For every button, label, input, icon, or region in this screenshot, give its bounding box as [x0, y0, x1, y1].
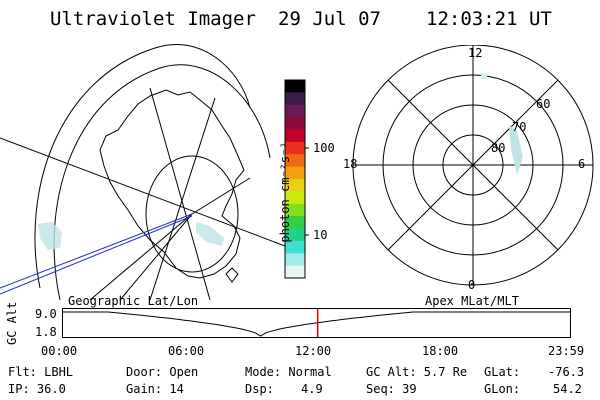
- polar-emission-patch: [509, 125, 523, 175]
- geographic-panel-label: Geographic Lat/Lon: [68, 294, 199, 308]
- glon-label: GLon:: [484, 382, 521, 396]
- app-title: Ultraviolet Imager: [50, 8, 256, 30]
- seq-info: Seq: 39: [366, 382, 417, 396]
- terminator-line: [0, 213, 193, 289]
- timeline-xtick-3: 18:00: [422, 344, 459, 358]
- filter-info: Flt: LBHL: [8, 365, 74, 379]
- timeline-ytick-top: 9.0: [35, 307, 57, 321]
- colorbar-swatch: [285, 141, 305, 155]
- colorbar-frame: [284, 79, 306, 279]
- colorbar-swatch: [285, 80, 305, 93]
- colorbar-swatch: [285, 216, 305, 229]
- door-info: Door: Open: [126, 365, 199, 379]
- emission-patch-east: [196, 222, 224, 246]
- colorbar-swatch: [285, 117, 305, 130]
- altitude-timeline: [62, 308, 571, 338]
- meridian-6: [89, 213, 193, 300]
- gain-info: Gain: 14: [126, 382, 184, 396]
- colorbar-swatch: [285, 104, 305, 118]
- meridian-5: [119, 213, 193, 300]
- colorbar-swatch: [285, 240, 305, 254]
- glat-value: -76.3: [548, 365, 585, 379]
- gc-alt-info: GC Alt: 5.7 Re: [366, 365, 468, 379]
- lat-label-70: 70: [512, 120, 527, 134]
- polar-plot: [352, 45, 594, 286]
- terminator-line-2: [0, 215, 193, 295]
- polar-emission-patch-top: [481, 73, 487, 79]
- glon-value: 54.2: [553, 382, 582, 396]
- mlt-label-right: 6: [578, 157, 586, 171]
- dsp-label: Dsp:: [245, 382, 274, 396]
- lat-label-60: 60: [536, 97, 551, 111]
- timeline-xtick-0: 00:00: [41, 344, 78, 358]
- glat-label: GLat:: [484, 365, 521, 379]
- colorbar-swatch: [285, 166, 305, 180]
- date-label: 29 Jul 07: [278, 8, 381, 30]
- time-label: 12:03:21 UT: [426, 8, 552, 30]
- coastline: [99, 89, 245, 279]
- island: [225, 267, 239, 283]
- polar-diagonal-2: [387, 79, 559, 251]
- geographic-map: [0, 43, 285, 300]
- mlt-label-top: 12: [468, 46, 483, 60]
- colorbar-tick-label-10: 10: [313, 228, 328, 242]
- meridian-2: [191, 177, 251, 215]
- emission-patch-west: [38, 222, 62, 250]
- colorbar-tick-label-100: 100: [313, 141, 335, 155]
- altitude-curve: [62, 311, 571, 337]
- timeline-frame: [62, 308, 571, 338]
- colorbar-swatch: [285, 129, 305, 143]
- lat-label-80: 80: [491, 141, 506, 155]
- timeline-axis-label: GC Alt: [5, 301, 19, 345]
- colorbar-swatch: [285, 92, 305, 106]
- colorbar-unit-label: photon cm⁻²s⁻¹: [278, 141, 292, 243]
- dsp-value: 4.9: [301, 382, 323, 396]
- colorbar-swatch: [285, 228, 305, 242]
- colorbar: [284, 79, 309, 279]
- timeline-xtick-1: 06:00: [168, 344, 205, 358]
- timeline-xtick-4: 23:59: [548, 344, 585, 358]
- meridian-3: [149, 87, 211, 300]
- lat-circle-inner: [145, 155, 239, 273]
- meridian-4: [149, 97, 216, 300]
- colorbar-swatch: [285, 191, 305, 205]
- colorbar-swatch: [285, 154, 305, 168]
- meridian-1: [0, 137, 285, 247]
- mlt-label-left: 18: [343, 157, 358, 171]
- timeline-ytick-bottom: 1.8: [35, 325, 57, 339]
- mlt-label-bottom: 0: [468, 278, 476, 292]
- colorbar-swatch: [285, 265, 305, 279]
- colorbar-swatch: [285, 179, 305, 192]
- mode-info: Mode: Normal: [245, 365, 332, 379]
- lat-circle-outer: [53, 64, 271, 300]
- ip-info: IP: 36.0: [8, 382, 66, 396]
- projection-limb: [34, 43, 251, 289]
- colorbar-swatch: [285, 203, 305, 217]
- timeline-xtick-2: 12:00: [295, 344, 332, 358]
- colorbar-swatch: [285, 253, 305, 267]
- apex-panel-label: Apex MLat/MLT: [425, 294, 519, 308]
